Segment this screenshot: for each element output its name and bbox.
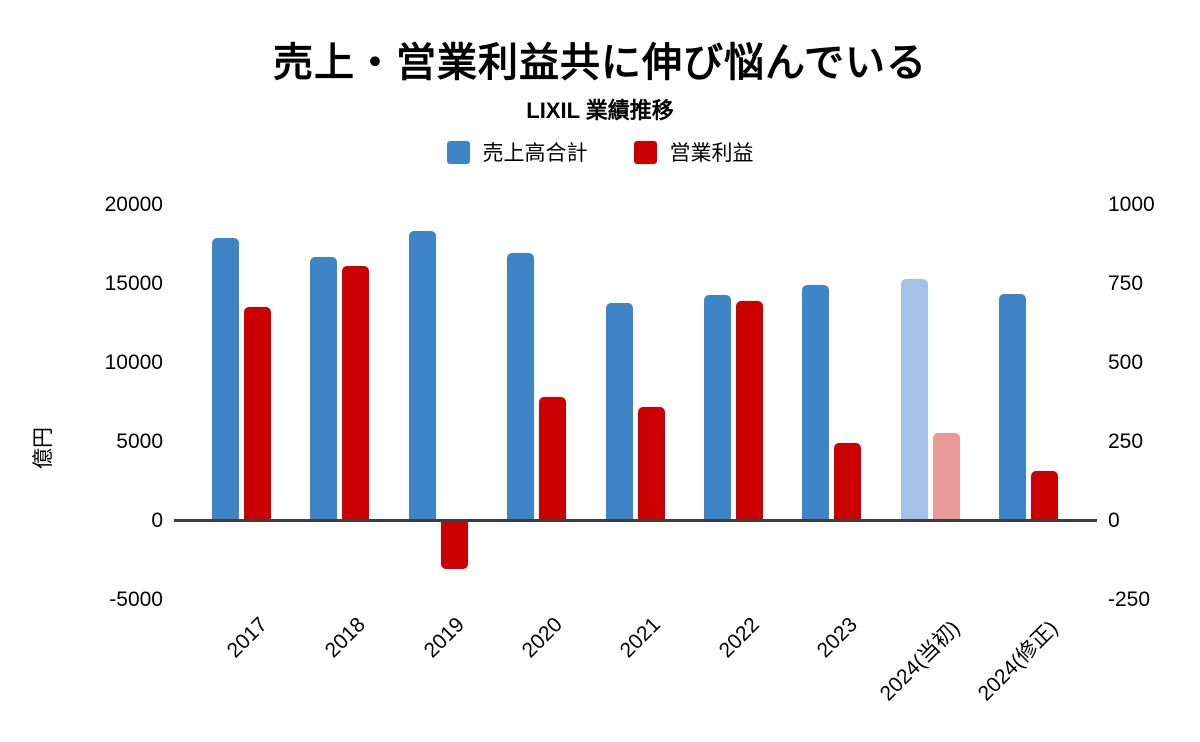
profit-legend-label: 営業利益 [669, 142, 754, 165]
left-tick-5000: 5000 [116, 430, 163, 453]
bar-sales-2022 [704, 295, 731, 520]
x-axis-line [174, 519, 1097, 522]
bar-profit-2020 [539, 397, 567, 520]
bar-profit-2024(修正) [1031, 471, 1059, 520]
left-tick-15000: 15000 [104, 272, 163, 295]
bar-sales-2024(当初) [900, 279, 928, 520]
bar-profit-2022 [736, 301, 763, 520]
right-tick-1000: 1000 [1108, 193, 1155, 216]
bar-profit-2018 [342, 265, 370, 520]
bar-profit-2019 [440, 522, 468, 570]
bar-sales-2021 [605, 303, 633, 520]
x-label-2022: 2022 [714, 613, 764, 663]
sales-legend-label: 売上高合計 [482, 142, 588, 165]
x-label-2023: 2023 [812, 613, 863, 663]
x-label-2020: 2020 [517, 613, 567, 663]
bar-profit-2023 [834, 442, 862, 520]
profit-legend-swatch-icon [633, 140, 657, 164]
x-label-2024(修正): 2024(修正) [973, 616, 1063, 706]
right-tick-750: 750 [1108, 272, 1144, 295]
right-tick--250: -250 [1108, 588, 1151, 611]
left-tick-20000: 20000 [104, 193, 163, 216]
bar-sales-2024(修正) [999, 294, 1027, 520]
left-tick--5000: -5000 [109, 588, 163, 611]
chart-title: 売上・営業利益共に伸び悩んでいる [273, 41, 927, 85]
x-label-2021: 2021 [616, 613, 666, 663]
right-tick-0: 0 [1108, 509, 1120, 532]
bar-sales-2017 [212, 237, 239, 520]
x-label-2017: 2017 [222, 613, 272, 663]
bar-profit-2024(当初) [932, 433, 960, 520]
right-tick-250: 250 [1108, 430, 1144, 453]
bar-sales-2020 [507, 253, 535, 520]
legend-item-profit: 営業利益 [633, 137, 754, 167]
right-tick-500: 500 [1108, 351, 1144, 374]
left-tick-10000: 10000 [104, 351, 163, 374]
x-label-2019: 2019 [419, 613, 469, 663]
legend: 売上高合計 営業利益 [0, 137, 1200, 167]
x-label-2018: 2018 [320, 613, 371, 663]
bar-sales-2019 [408, 231, 436, 520]
left-tick-0: 0 [151, 509, 163, 532]
chart-subtitle: LIXIL 業績推移 [526, 98, 674, 123]
bar-profit-2021 [637, 407, 665, 520]
bar-sales-2023 [802, 284, 830, 520]
bar-sales-2018 [310, 256, 338, 520]
x-label-2024(当初): 2024(当初) [875, 616, 965, 706]
bar-profit-2017 [244, 306, 271, 520]
sales-legend-swatch-icon [446, 140, 470, 164]
legend-item-sales: 売上高合計 [446, 137, 588, 167]
